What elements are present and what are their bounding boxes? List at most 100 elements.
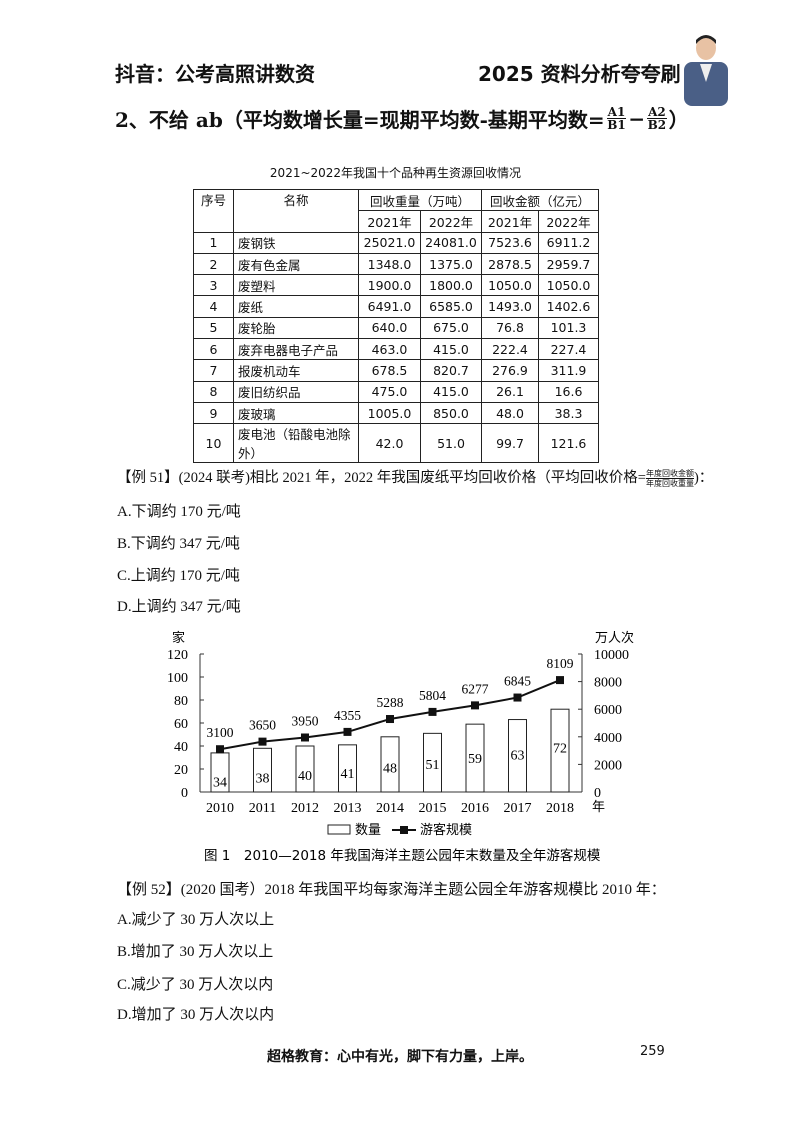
- option-52-a[interactable]: A.减少了 30 万人次以上: [117, 912, 275, 928]
- line-marker: [556, 676, 564, 685]
- cell-amount-2022: 6911.2: [538, 231, 599, 254]
- cell-name: 废电池（铅酸电池除外）: [233, 423, 359, 464]
- cell-weight-2022: 415.0: [420, 338, 482, 361]
- cell-no: 7: [193, 359, 234, 382]
- left-tick-label: 100: [167, 671, 188, 686]
- cell-amount-2021: 99.7: [481, 423, 539, 464]
- header-right: 2025 资料分析夸夸刷: [478, 62, 681, 86]
- cell-amount-2022: 1050.0: [538, 274, 599, 297]
- line-label: 3950: [292, 713, 319, 728]
- chart-caption: 图 1 2010—2018 年我国海洋主题公园年末数量及全年游客规模: [204, 847, 601, 864]
- frac-num: A2: [647, 105, 667, 119]
- right-tick-label: 0: [594, 786, 601, 801]
- question-51-stem: 【例 51】(2024 联考)相比 2021 年，2022 年我国废纸平均回收价…: [117, 466, 713, 488]
- right-axis-unit: 万人次: [595, 630, 634, 645]
- option-51-b[interactable]: B.下调约 347 元/吨: [117, 536, 240, 552]
- frac-den: B2: [647, 118, 667, 132]
- cell-no: 1: [193, 231, 234, 254]
- x-tick-label: 2017: [504, 801, 532, 816]
- bar-label: 48: [383, 761, 397, 776]
- header-amount: 回收金额（亿元）: [481, 188, 599, 212]
- left-tick-label: 60: [174, 717, 188, 732]
- line-label: 4355: [334, 708, 361, 723]
- cell-name: 报废机动车: [233, 359, 359, 382]
- bar-label: 40: [298, 769, 312, 784]
- cell-amount-2021: 276.9: [481, 359, 539, 382]
- cell-no: 3: [193, 274, 234, 297]
- cell-name: 废钢铁: [233, 231, 359, 254]
- bar-count: [295, 745, 315, 793]
- line-marker: [216, 745, 224, 754]
- cell-weight-2022: 675.0: [420, 316, 482, 340]
- line-label: 3100: [207, 725, 234, 740]
- bar-count: [423, 732, 442, 793]
- right-tick-label: 8000: [594, 676, 622, 691]
- cell-weight-2021: 6491.0: [358, 295, 421, 318]
- cell-amount-2021: 76.8: [481, 316, 539, 340]
- header-amount-2022: 2022年: [538, 210, 599, 233]
- cell-weight-2021: 463.0: [358, 338, 421, 361]
- x-tick-label: 2013: [334, 801, 362, 816]
- option-51-c[interactable]: C.上调约 170 元/吨: [117, 568, 240, 584]
- table-title: 2021~2022年我国十个品种再生资源回收情况: [269, 166, 522, 180]
- legend-line-label: 游客规模: [420, 822, 472, 837]
- cell-no: 5: [193, 316, 234, 340]
- bar-label: 38: [256, 772, 270, 787]
- cell-amount-2021: 48.0: [481, 401, 539, 425]
- line-marker: [258, 737, 267, 746]
- option-51-a[interactable]: A.下调约 170 元/吨: [117, 504, 241, 520]
- header-name: 名称: [233, 189, 359, 233]
- cell-name: 废纸: [233, 295, 359, 318]
- bar-count: [550, 708, 570, 793]
- fraction-a2-b2: A2 B2: [647, 106, 667, 131]
- stem-text: 【例 51】(2024 联考)相比 2021 年，2022 年我国废纸平均回收价…: [117, 470, 646, 486]
- cell-name: 废有色金属: [233, 252, 359, 276]
- line-label: 3650: [249, 718, 276, 733]
- frac-den: B1: [607, 118, 626, 132]
- bar-label: 72: [553, 742, 567, 757]
- cell-amount-2021: 26.1: [481, 380, 539, 403]
- table-row: 7 报废机动车 678.5 820.7 276.9 311.9: [193, 359, 599, 382]
- heading-text: 2、不给 ab（平均数增长量=现期平均数-基期平均数=: [115, 108, 605, 132]
- left-tick-label: 120: [167, 648, 188, 663]
- legend-line-marker: [400, 826, 408, 834]
- header-weight-2021: 2021年: [358, 210, 421, 233]
- heading-close: ）: [668, 108, 689, 132]
- cell-weight-2021: 1005.0: [358, 401, 421, 425]
- page-number: 259: [640, 1044, 665, 1059]
- x-tick-label: 2010: [206, 801, 234, 816]
- cell-amount-2021: 222.4: [481, 338, 539, 361]
- line-marker: [301, 733, 309, 742]
- line-marker: [471, 701, 479, 710]
- bar-label: 63: [511, 748, 525, 763]
- x-tick-label: 2014: [376, 801, 404, 816]
- cell-amount-2021: 7523.6: [481, 231, 539, 254]
- option-52-b[interactable]: B.增加了 30 万人次以上: [117, 944, 274, 960]
- cell-weight-2021: 25021.0: [358, 231, 421, 254]
- section-heading: 2、不给 ab（平均数增长量=现期平均数-基期平均数= A1 B1 − A2 B2 …: [115, 104, 689, 133]
- option-52-c[interactable]: C.减少了 30 万人次以内: [117, 977, 274, 993]
- cell-amount-2021: 1493.0: [481, 295, 539, 318]
- header-no: 序号: [193, 189, 234, 233]
- bar-label: 51: [426, 758, 440, 773]
- right-tick-label: 6000: [594, 703, 622, 718]
- recycling-table: 序号 名称 回收重量（万吨） 回收金额（亿元） 2021年 2022年 2021…: [193, 188, 599, 464]
- cell-amount-2022: 2959.7: [538, 252, 599, 276]
- option-51-d[interactable]: D.上调约 347 元/吨: [117, 599, 241, 615]
- frac-num: A1: [606, 105, 627, 119]
- x-axis-unit: 年: [592, 799, 605, 814]
- header-weight: 回收重量（万吨）: [358, 188, 482, 212]
- bar-count: [253, 747, 272, 793]
- x-tick-label: 2012: [291, 801, 319, 816]
- option-52-d[interactable]: D.增加了 30 万人次以内: [117, 1007, 275, 1023]
- cell-name: 废旧纺织品: [233, 380, 359, 403]
- frac-den: 年度回收重量: [645, 479, 694, 489]
- bar-label: 41: [341, 767, 355, 782]
- cell-weight-2021: 640.0: [358, 316, 421, 340]
- cell-name: 废弃电器电子产品: [233, 338, 359, 361]
- left-axis-unit: 家: [172, 630, 185, 645]
- right-tick-label: 10000: [594, 648, 629, 663]
- ocean-park-chart: 0 20 40 60 80 100 120 0 2000 4000 6000 8000 10000 家 万人…: [167, 630, 634, 864]
- bar-count: [338, 744, 357, 793]
- cell-name: 废轮胎: [233, 316, 359, 340]
